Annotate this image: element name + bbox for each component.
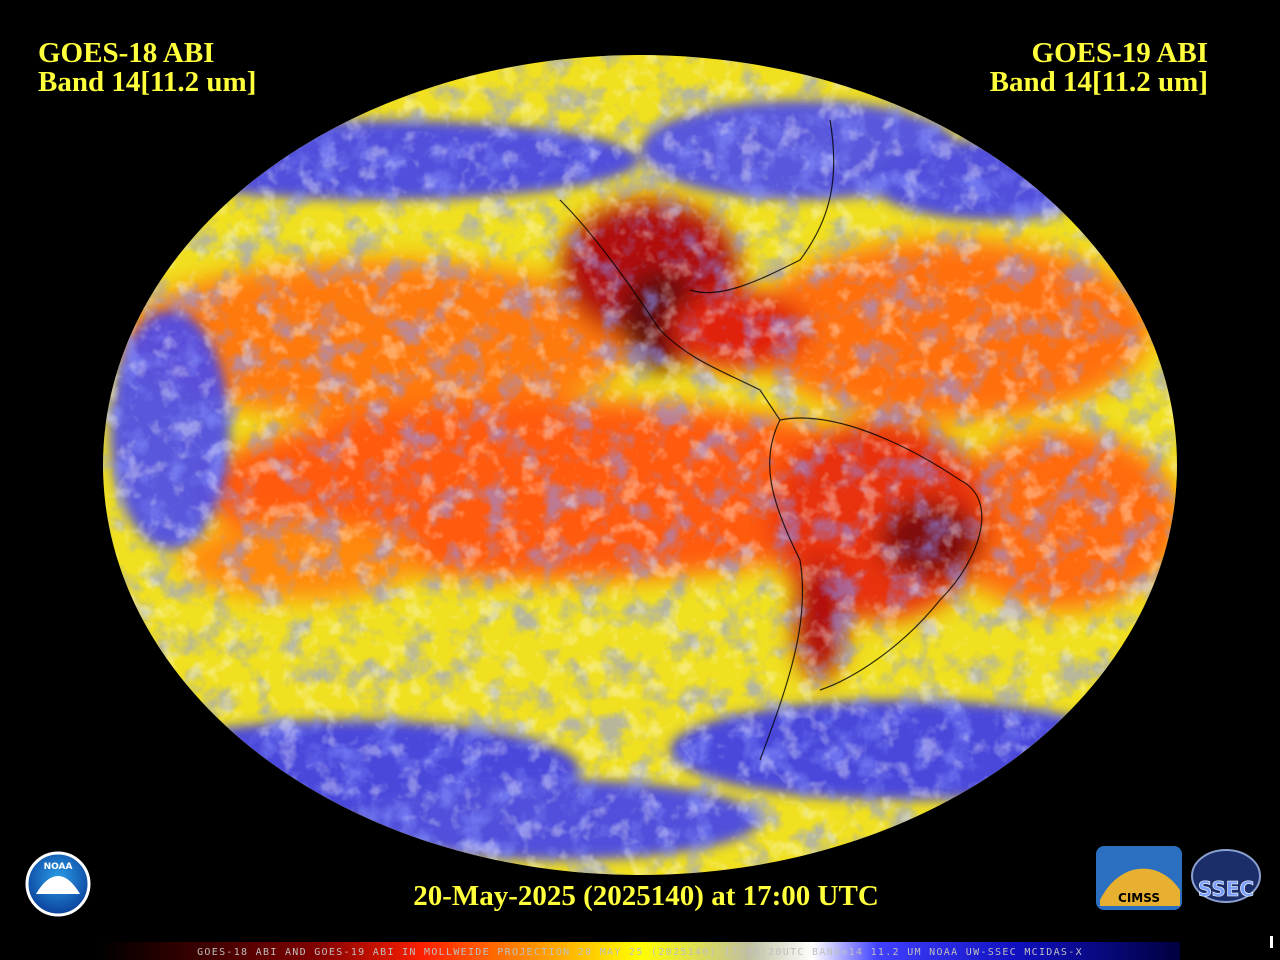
noaa-label: NOAA <box>44 862 73 872</box>
globe-image <box>103 55 1177 875</box>
right-satellite: GOES-19 ABI <box>1032 37 1208 69</box>
ssec-label: SSEC <box>1198 877 1254 901</box>
left-satellite: GOES-18 ABI <box>38 37 214 69</box>
right-band: Band 14[11.2 um] <box>990 66 1208 98</box>
noaa-logo: NOAA <box>25 851 91 917</box>
color-scale <box>100 942 1180 960</box>
left-band: Band 14[11.2 um] <box>38 66 256 98</box>
cimss-logo: CIMSS <box>1096 846 1182 910</box>
cursor <box>1270 936 1273 948</box>
cimss-label: CIMSS <box>1118 891 1160 905</box>
ssec-logo: SSEC <box>1191 849 1261 903</box>
footer-caption: GOES-18 ABI AND GOES-19 ABI IN MOLLWEIDE… <box>197 947 1083 958</box>
timestamp: 20-May-2025 (2025140) at 17:00 UTC <box>413 880 879 912</box>
